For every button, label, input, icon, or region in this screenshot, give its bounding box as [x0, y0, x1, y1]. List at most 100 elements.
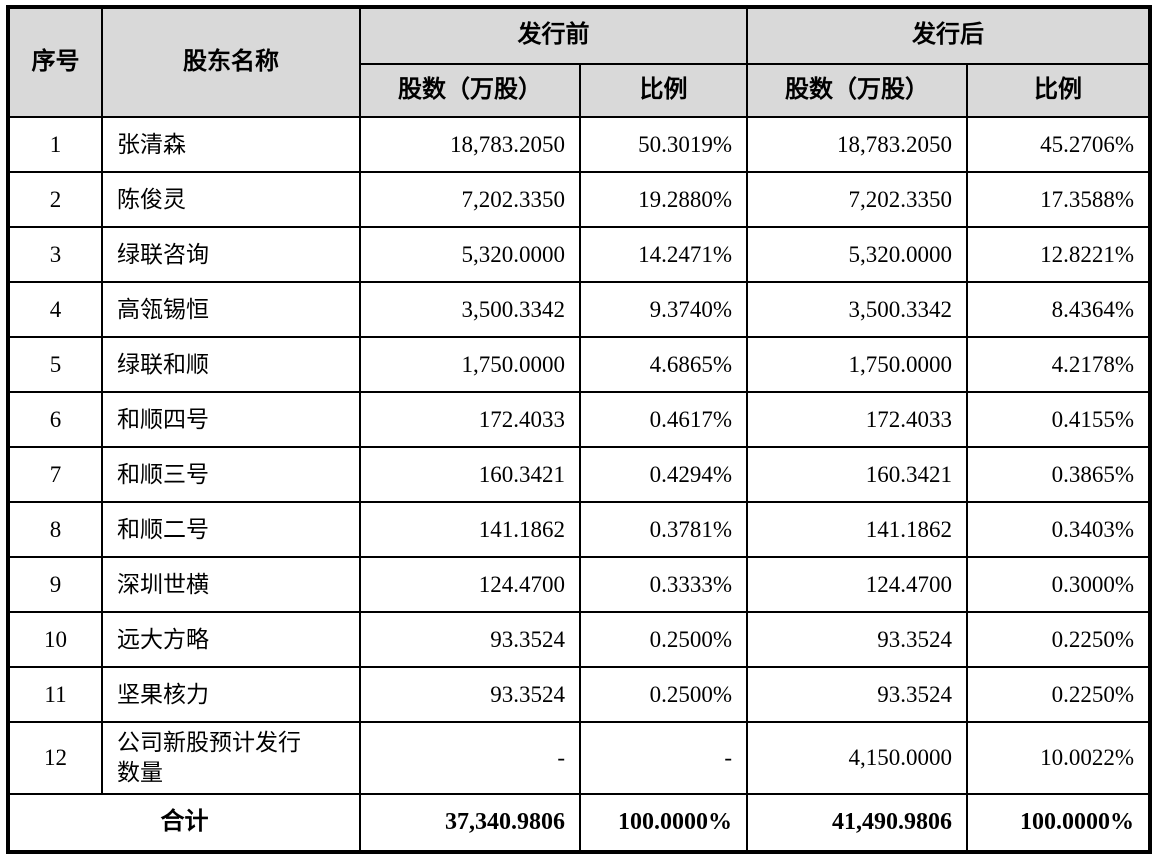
- row-index: 10: [7, 611, 103, 668]
- pre-shares: 3,500.3342: [359, 281, 581, 338]
- table-row: 10 远大方略 93.3524 0.2500% 93.3524 0.2250%: [7, 611, 1151, 668]
- pre-ratio: 0.3333%: [579, 556, 748, 613]
- post-shares: 1,750.0000: [746, 336, 968, 393]
- row-index: 9: [7, 556, 103, 613]
- table-row: 9 深圳世横 124.4700 0.3333% 124.4700 0.3000%: [7, 556, 1151, 613]
- pre-ratio: 0.3781%: [579, 501, 748, 558]
- header-post-shares: 股数（万股）: [746, 63, 968, 118]
- shareholder-name: 和顺三号: [101, 446, 361, 503]
- row-index: 8: [7, 501, 103, 558]
- shareholder-name: 坚果核力: [101, 666, 361, 723]
- pre-shares: 141.1862: [359, 501, 581, 558]
- pre-shares: 1,750.0000: [359, 336, 581, 393]
- table-row: 7 和顺三号 160.3421 0.4294% 160.3421 0.3865%: [7, 446, 1151, 503]
- shareholder-name: 陈俊灵: [101, 171, 361, 228]
- pre-ratio: 4.6865%: [579, 336, 748, 393]
- shareholder-name: 张清森: [101, 116, 361, 173]
- pre-shares: 18,783.2050: [359, 116, 581, 173]
- pre-shares: 160.3421: [359, 446, 581, 503]
- table-row: 3 绿联咨询 5,320.0000 14.2471% 5,320.0000 12…: [7, 226, 1151, 283]
- post-shares: 18,783.2050: [746, 116, 968, 173]
- post-ratio: 17.3588%: [966, 171, 1151, 228]
- table-row: 1 张清森 18,783.2050 50.3019% 18,783.2050 4…: [7, 116, 1151, 173]
- header-pre-ratio: 比例: [579, 63, 748, 118]
- pre-ratio: -: [579, 721, 748, 795]
- table-row: 5 绿联和顺 1,750.0000 4.6865% 1,750.0000 4.2…: [7, 336, 1151, 393]
- pre-shares: 93.3524: [359, 666, 581, 723]
- post-shares: 93.3524: [746, 611, 968, 668]
- post-ratio: 10.0022%: [966, 721, 1151, 795]
- post-ratio: 0.2250%: [966, 611, 1151, 668]
- total-pre-ratio: 100.0000%: [579, 793, 748, 853]
- post-ratio: 0.2250%: [966, 666, 1151, 723]
- post-ratio: 0.3865%: [966, 446, 1151, 503]
- pre-shares: -: [359, 721, 581, 795]
- table-row: 12 公司新股预计发行数量 - - 4,150.0000 10.0022%: [7, 721, 1151, 795]
- post-ratio: 0.3403%: [966, 501, 1151, 558]
- post-shares: 93.3524: [746, 666, 968, 723]
- header-post-ratio: 比例: [966, 63, 1151, 118]
- post-ratio: 4.2178%: [966, 336, 1151, 393]
- header-group-after-issuance: 发行后: [746, 6, 1151, 65]
- pre-ratio: 0.2500%: [579, 666, 748, 723]
- shareholder-name: 和顺二号: [101, 501, 361, 558]
- table-row: 11 坚果核力 93.3524 0.2500% 93.3524 0.2250%: [7, 666, 1151, 723]
- row-index: 5: [7, 336, 103, 393]
- post-shares: 172.4033: [746, 391, 968, 448]
- pre-ratio: 50.3019%: [579, 116, 748, 173]
- row-index: 1: [7, 116, 103, 173]
- table-total-row: 合计 37,340.9806 100.0000% 41,490.9806 100…: [7, 793, 1151, 853]
- shareholder-name: 和顺四号: [101, 391, 361, 448]
- row-index: 12: [7, 721, 103, 795]
- row-index: 7: [7, 446, 103, 503]
- shareholder-name: 绿联咨询: [101, 226, 361, 283]
- header-pre-shares: 股数（万股）: [359, 63, 581, 118]
- post-ratio: 12.8221%: [966, 226, 1151, 283]
- post-ratio: 0.3000%: [966, 556, 1151, 613]
- pre-ratio: 14.2471%: [579, 226, 748, 283]
- pre-shares: 93.3524: [359, 611, 581, 668]
- pre-shares: 7,202.3350: [359, 171, 581, 228]
- row-index: 2: [7, 171, 103, 228]
- table-header: 序号 股东名称 发行前 发行后 股数（万股） 比例 股数（万股） 比例: [7, 6, 1151, 118]
- post-shares: 5,320.0000: [746, 226, 968, 283]
- table-row: 6 和顺四号 172.4033 0.4617% 172.4033 0.4155%: [7, 391, 1151, 448]
- row-index: 11: [7, 666, 103, 723]
- pre-shares: 172.4033: [359, 391, 581, 448]
- post-shares: 7,202.3350: [746, 171, 968, 228]
- header-shareholder-name: 股东名称: [101, 6, 361, 118]
- post-ratio: 8.4364%: [966, 281, 1151, 338]
- table-body: 1 张清森 18,783.2050 50.3019% 18,783.2050 4…: [7, 116, 1151, 853]
- row-index: 3: [7, 226, 103, 283]
- pre-ratio: 9.3740%: [579, 281, 748, 338]
- post-shares: 124.4700: [746, 556, 968, 613]
- post-ratio: 45.2706%: [966, 116, 1151, 173]
- shareholder-name: 高瓴锡恒: [101, 281, 361, 338]
- shareholder-name: 远大方略: [101, 611, 361, 668]
- header-group-before-issuance: 发行前: [359, 6, 748, 65]
- pre-ratio: 19.2880%: [579, 171, 748, 228]
- row-index: 6: [7, 391, 103, 448]
- table-row: 2 陈俊灵 7,202.3350 19.2880% 7,202.3350 17.…: [7, 171, 1151, 228]
- table-row: 4 高瓴锡恒 3,500.3342 9.3740% 3,500.3342 8.4…: [7, 281, 1151, 338]
- post-shares: 141.1862: [746, 501, 968, 558]
- shareholder-structure-table: 序号 股东名称 发行前 发行后 股数（万股） 比例 股数（万股） 比例 1 张清…: [6, 5, 1152, 854]
- shareholder-name: 绿联和顺: [101, 336, 361, 393]
- total-post-shares: 41,490.9806: [746, 793, 968, 853]
- header-index: 序号: [7, 6, 103, 118]
- total-post-ratio: 100.0000%: [966, 793, 1151, 853]
- table-row: 8 和顺二号 141.1862 0.3781% 141.1862 0.3403%: [7, 501, 1151, 558]
- pre-ratio: 0.4617%: [579, 391, 748, 448]
- post-shares: 160.3421: [746, 446, 968, 503]
- post-shares: 3,500.3342: [746, 281, 968, 338]
- shareholder-name: 公司新股预计发行数量: [101, 721, 361, 795]
- total-label: 合计: [7, 793, 361, 853]
- row-index: 4: [7, 281, 103, 338]
- pre-ratio: 0.2500%: [579, 611, 748, 668]
- shareholder-name: 深圳世横: [101, 556, 361, 613]
- pre-shares: 124.4700: [359, 556, 581, 613]
- total-pre-shares: 37,340.9806: [359, 793, 581, 853]
- post-shares: 4,150.0000: [746, 721, 968, 795]
- pre-shares: 5,320.0000: [359, 226, 581, 283]
